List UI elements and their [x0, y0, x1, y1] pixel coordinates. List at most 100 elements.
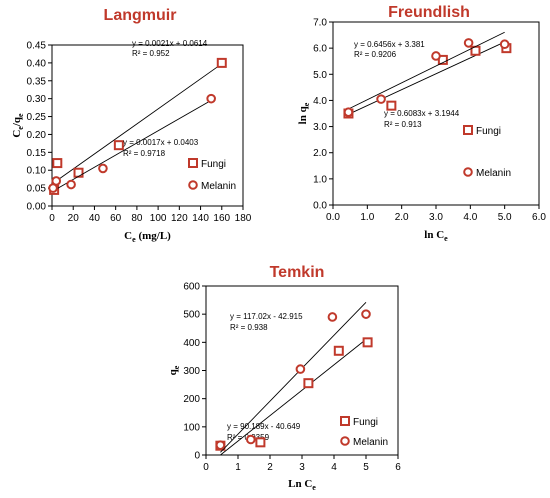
x-tick-label: 40: [89, 213, 101, 224]
x-tick-label: 2: [267, 462, 273, 473]
y-tick-label: 3.0: [313, 122, 327, 133]
plot-frame: [51, 44, 244, 207]
y-tick-label: 0.15: [27, 148, 47, 159]
y-tick-label: 0.35: [27, 76, 47, 87]
data-point-fungi: [52, 158, 63, 169]
y-tick-label: 0: [194, 451, 200, 462]
legend-label-fungi: Fungi: [476, 126, 501, 137]
y-tick-label: 4.0: [313, 96, 327, 107]
y-tick-label: 100: [183, 422, 200, 433]
y-axis-label: Ce/qe: [11, 113, 25, 138]
y-tick-label: 0.30: [27, 94, 47, 105]
data-point-melanin: [361, 309, 371, 319]
y-tick-label: 0.0: [313, 201, 327, 212]
trendline-fungi: [53, 63, 223, 183]
x-axis-label: Ce (mg/L): [124, 230, 171, 244]
x-tick-label: 1.0: [360, 212, 374, 223]
legend: Fungi Melanin: [463, 125, 511, 179]
y-tick-label: 0.45: [27, 41, 47, 52]
fit-equation: y = 117.02x - 42.915: [230, 312, 303, 321]
y-tick-label: 300: [183, 366, 200, 377]
data-point-melanin: [295, 364, 306, 374]
data-point-fungi: [113, 140, 124, 151]
trendline-fungi: [220, 337, 368, 456]
chart-title: Freundlish: [388, 4, 470, 21]
y-tick-label: 600: [183, 282, 200, 293]
legend-label-melanin: Melanin: [353, 437, 388, 448]
data-point-fungi: [386, 100, 397, 111]
y-tick-label: 0.20: [27, 130, 47, 141]
fit-equation: y = 0.6456x + 3.381: [354, 40, 425, 49]
x-tick-label: 140: [192, 213, 209, 224]
y-axis-label: ln qe: [297, 102, 311, 124]
data-point-melanin: [98, 163, 108, 174]
x-tick-label: 2.0: [395, 212, 409, 223]
x-tick-label: 4: [331, 462, 337, 473]
chart-temkin: Temkin 0 1 2 3 4 5 6 0 100 200 300 400 500 600 Ln Ce qe y…: [167, 264, 401, 492]
x-axis-label: ln Ce: [424, 229, 448, 243]
x-tick-label: 120: [171, 213, 188, 224]
x-tick-label: 160: [213, 213, 230, 224]
chart-langmuir: Langmuir 0 20 40 60 80 100 120 140 160 180 0.00 0.05…: [11, 7, 252, 244]
data-point-melanin: [343, 107, 354, 117]
chart-freundlish: Freundlish 0.0 1.0 2.0 3.0 4.0 5.0 6.0 0.0 1.0 2.0…: [297, 4, 546, 243]
data-point-fungi: [255, 437, 266, 448]
y-tick-label: 500: [183, 310, 200, 321]
y-tick-label: 6.0: [313, 44, 327, 55]
data-point-fungi: [216, 57, 227, 68]
data-point-melanin: [51, 176, 62, 186]
data-point-fungi: [303, 378, 314, 389]
x-tick-label: 180: [235, 213, 252, 224]
x-tick-label: 20: [68, 213, 80, 224]
y-tick-label: 200: [183, 394, 200, 405]
legend: Fungi Melanin: [340, 416, 388, 448]
x-tick-label: 0: [203, 462, 209, 473]
fit-equation: y = 0.0021x + 0.0614: [132, 39, 208, 48]
data-point-melanin: [499, 39, 510, 50]
fit-equation: y = 0.0017x + 0.0403: [123, 138, 199, 147]
legend-label-melanin: Melanin: [476, 168, 511, 179]
legend-label-melanin: Melanin: [201, 181, 236, 192]
y-tick-label: 0.00: [27, 202, 47, 213]
fit-r2: R² = 0.9718: [123, 149, 166, 158]
legend-marker-square: [188, 158, 198, 168]
data-point-melanin: [376, 94, 386, 104]
y-tick-label: 0.05: [27, 184, 47, 195]
x-tick-label: 4.0: [463, 212, 477, 223]
data-point-melanin: [327, 312, 338, 322]
x-tick-label: 0.0: [326, 212, 340, 223]
legend-marker-circle: [340, 436, 350, 446]
fit-r2: R² = 0.9206: [354, 50, 397, 59]
x-axis-label: Ln Ce: [288, 478, 316, 492]
y-tick-label: 400: [183, 338, 200, 349]
trendline-melanin: [220, 301, 367, 453]
data-point-melanin: [215, 440, 226, 450]
data-point-fungi: [362, 337, 373, 348]
y-tick-label: 5.0: [313, 70, 327, 81]
chart-title: Temkin: [270, 264, 325, 281]
legend-marker-square: [463, 125, 473, 135]
y-axis-label: qe: [167, 365, 181, 375]
fit-r2: R² = 0.913: [384, 120, 422, 129]
data-point-melanin: [431, 51, 441, 61]
trendline-melanin: [348, 31, 505, 110]
y-tick-label: 0.25: [27, 112, 47, 123]
y-tick-label: 0.40: [27, 58, 47, 69]
x-tick-label: 3: [299, 462, 305, 473]
x-tick-label: 80: [131, 213, 143, 224]
fit-equation: y = 0.6083x + 3.1944: [384, 109, 460, 118]
x-tick-label: 0: [49, 213, 55, 224]
x-tick-label: 6: [395, 462, 401, 473]
y-tick-label: 7.0: [313, 18, 327, 29]
legend-marker-circle: [463, 167, 473, 177]
fit-r2: R² = 0.938: [230, 323, 268, 332]
x-tick-label: 5: [363, 462, 369, 473]
trendline-melanin: [52, 99, 212, 192]
x-tick-label: 1: [235, 462, 241, 473]
data-point-melanin: [206, 93, 216, 104]
fit-equation: y = 90.189x - 40.649: [227, 422, 301, 431]
data-point-fungi: [437, 54, 448, 65]
legend-label-fungi: Fungi: [201, 159, 226, 170]
